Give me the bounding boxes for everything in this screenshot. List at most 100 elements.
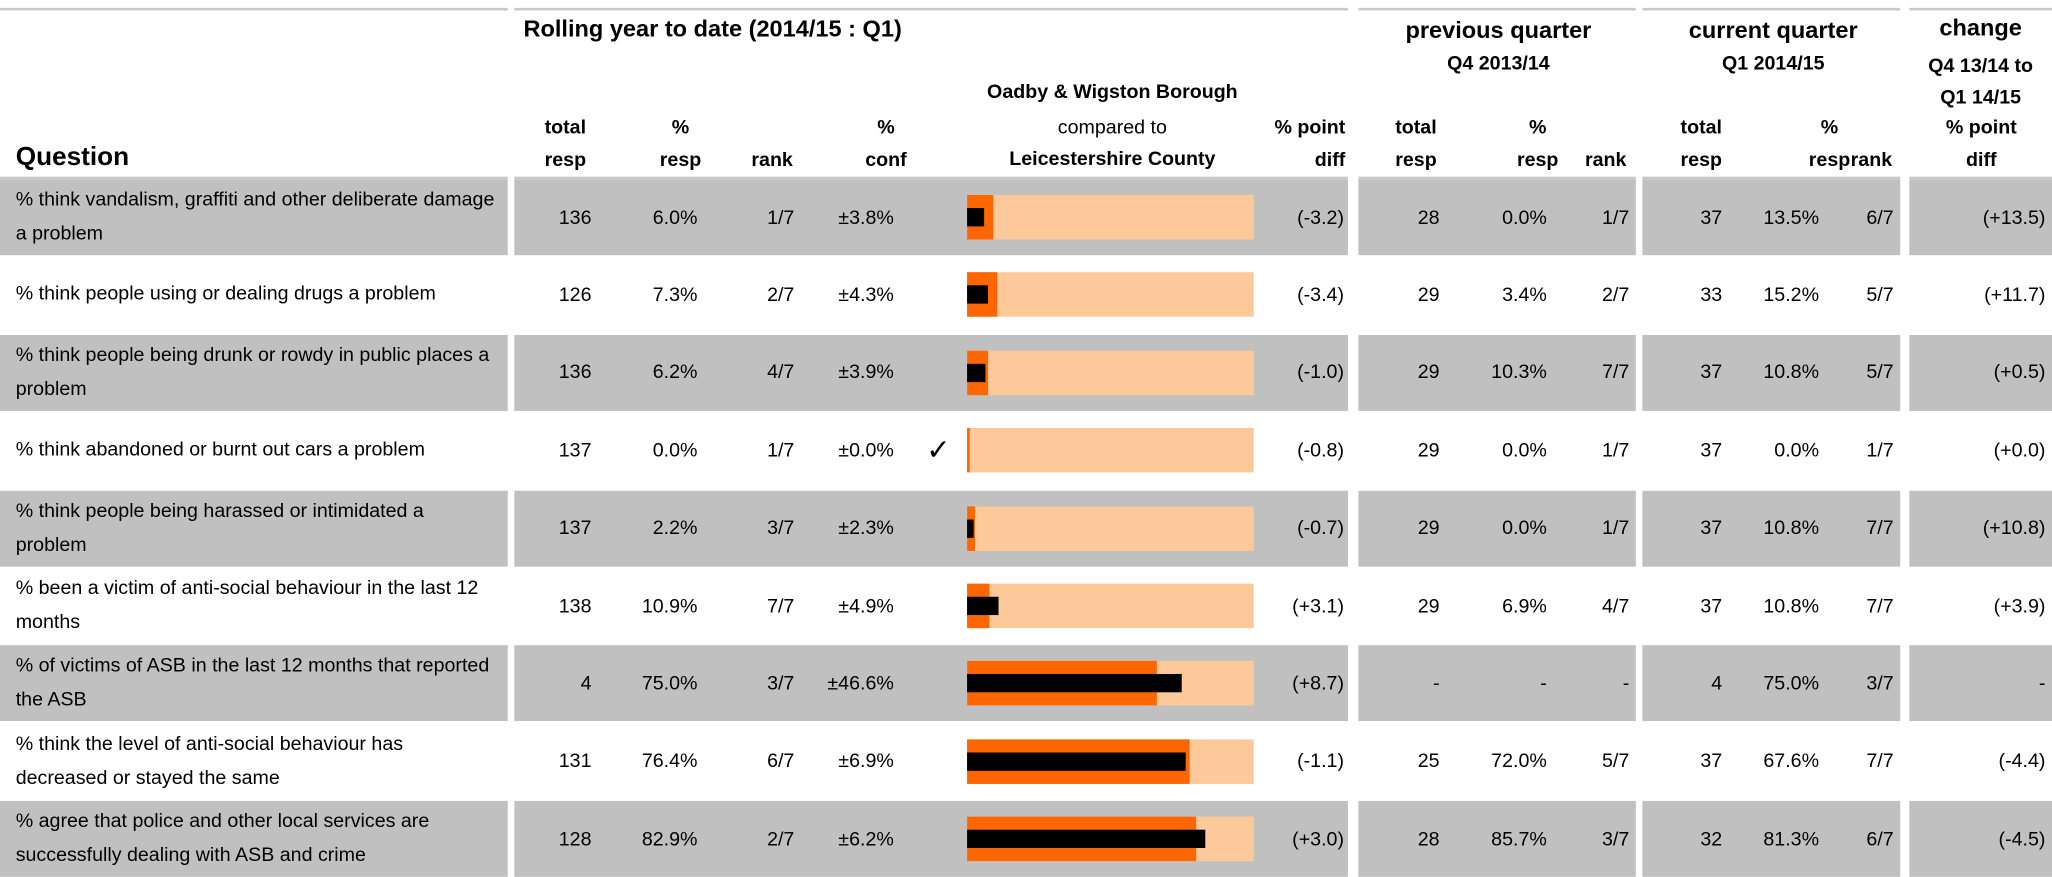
question: % think the level of anti-social behavio… — [15, 732, 404, 789]
top-rule — [0, 7, 508, 11]
cell-prev-total: - — [1432, 672, 1440, 695]
comparison-title: Oadby & Wigston Borough — [987, 80, 1238, 103]
cell-conf: ±6.2% — [838, 827, 894, 851]
col-header: diff — [1966, 148, 1997, 171]
cell-cur-rank: 7/7 — [1866, 594, 1894, 618]
cell-rank: 1/7 — [767, 439, 795, 462]
cell-cur-rank: 6/7 — [1866, 827, 1894, 851]
col-header: resp — [1680, 148, 1723, 171]
cell-conf: ±46.6% — [827, 672, 894, 695]
bar-scale — [967, 583, 1254, 629]
question: % think vandalism, graffiti and other de… — [15, 188, 495, 245]
borough-bar — [967, 519, 974, 538]
cell-rank: 3/7 — [767, 517, 795, 540]
cell-cur-resp: 81.3% — [1763, 827, 1820, 851]
group-period: Q1 14/15 — [1940, 85, 2022, 108]
group-period: Q1 2014/15 — [1721, 51, 1825, 74]
cell-resp: 10.9% — [641, 594, 698, 618]
cell-conf: ±0.0% — [838, 439, 894, 462]
row-shade — [0, 179, 508, 256]
header-rule — [0, 176, 508, 180]
row-shade — [1358, 179, 1636, 256]
question: % think people being harassed or intimid… — [15, 499, 424, 556]
cell-prev-resp: - — [1540, 672, 1547, 695]
group-period: Q4 2013/14 — [1447, 51, 1550, 74]
borough-bar — [967, 829, 1205, 849]
cell-conf: ±6.9% — [838, 750, 894, 773]
col-header: % — [1820, 115, 1839, 139]
cell-cur-resp: 75.0% — [1763, 672, 1820, 695]
cell-resp: 6.2% — [652, 361, 698, 384]
question-header: Question — [15, 141, 130, 171]
question: % think people being drunk or rowdy in p… — [15, 343, 490, 401]
row-shade — [1909, 645, 2052, 722]
cell-prev-rank: - — [1622, 672, 1630, 695]
cell-diff: (-3.2) — [1297, 206, 1345, 229]
county-bar — [967, 428, 970, 473]
cell-change: (+3.9) — [1993, 594, 2046, 618]
cell-prev-rank: 4/7 — [1601, 594, 1630, 618]
row-shade — [0, 645, 508, 722]
cell-cur-rank: 3/7 — [1866, 672, 1894, 695]
cell-total: 136 — [558, 206, 592, 229]
col-header: total — [1680, 115, 1722, 139]
row-shade — [1358, 334, 1636, 411]
cell-prev-total: 29 — [1417, 594, 1440, 618]
cell-total: 131 — [558, 750, 592, 773]
cell-resp: 75.0% — [641, 672, 698, 695]
cell-rank: 1/7 — [767, 206, 795, 229]
col-header: % — [877, 115, 895, 139]
cell-diff: (-1.1) — [1297, 750, 1345, 773]
row-shade — [0, 334, 508, 411]
col-header: % — [671, 115, 690, 139]
col-header: resp — [1808, 148, 1851, 171]
cell-prev-rank: 5/7 — [1601, 750, 1630, 773]
row-shade — [1909, 179, 2052, 256]
cell-prev-rank: 1/7 — [1601, 517, 1630, 540]
cell-total: 138 — [558, 594, 592, 618]
borough-bar — [967, 285, 989, 305]
cell-resp: 7.3% — [652, 283, 698, 307]
row-shade — [1909, 490, 2052, 567]
cell-diff: (-1.0) — [1297, 361, 1345, 384]
cell-cur-total: 4 — [1711, 672, 1723, 695]
group-period: Q4 13/14 to — [1928, 54, 2034, 77]
row-shade — [0, 801, 508, 877]
header-rule — [514, 176, 1348, 180]
cell-prev-total: 29 — [1417, 439, 1440, 462]
row-shade — [1642, 645, 1901, 722]
cell-cur-total: 32 — [1700, 827, 1723, 851]
cell-conf: ±3.8% — [838, 206, 894, 229]
col-header: total — [544, 115, 587, 139]
cell-rank: 4/7 — [767, 361, 795, 384]
borough-bar — [967, 752, 1187, 771]
cell-prev-resp: 3.4% — [1502, 283, 1547, 307]
cell-total: 137 — [558, 439, 592, 462]
cell-change: (-4.4) — [1998, 750, 2046, 773]
cell-total: 126 — [558, 283, 592, 307]
cell-prev-resp: 6.9% — [1502, 594, 1547, 618]
cell-cur-rank: 5/7 — [1866, 361, 1894, 384]
col-header: % point — [1945, 115, 2017, 139]
cell-cur-resp: 10.8% — [1763, 361, 1820, 384]
cell-diff: (-0.7) — [1297, 517, 1345, 540]
cell-prev-resp: 72.0% — [1491, 750, 1547, 773]
col-header: % — [1528, 115, 1547, 139]
cell-resp: 2.2% — [652, 517, 698, 540]
cell-change: (+13.5) — [1982, 206, 2046, 229]
cell-resp: 82.9% — [641, 827, 698, 851]
cell-conf: ±4.3% — [838, 283, 894, 307]
cell-cur-resp: 67.6% — [1763, 750, 1820, 773]
cell-cur-rank: 7/7 — [1866, 750, 1894, 773]
row-shade — [1642, 179, 1901, 256]
cell-cur-total: 37 — [1700, 361, 1723, 384]
question: % agree that police and other local serv… — [15, 810, 430, 867]
col-header: rank — [1585, 148, 1627, 171]
cell-diff: (+8.7) — [1292, 672, 1345, 695]
cell-resp: 76.4% — [641, 750, 698, 773]
row-shade — [1909, 801, 2052, 877]
header-rule — [1642, 176, 1901, 180]
cell-prev-rank: 1/7 — [1601, 206, 1630, 229]
question: % think abandoned or burnt out cars a pr… — [15, 438, 425, 461]
